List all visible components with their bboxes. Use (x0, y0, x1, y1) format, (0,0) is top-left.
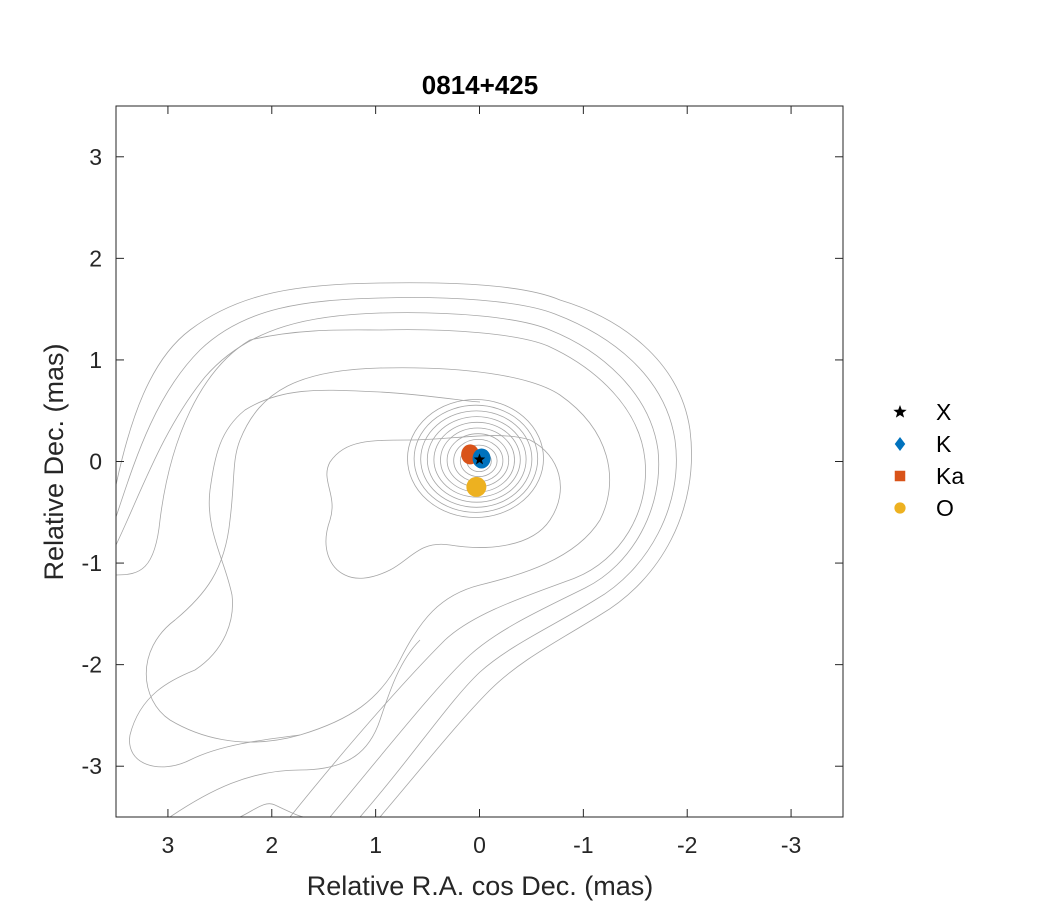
core-contours (407, 399, 544, 518)
y-axis-ticks: -3 -2 -1 0 1 2 3 (82, 144, 843, 779)
y-tick-label: -3 (82, 753, 102, 779)
contour-line (116, 329, 646, 817)
y-axis-label: Relative Dec. (mas) (39, 343, 69, 580)
legend: XK Ka O (893, 399, 964, 521)
x-tick-label: 1 (369, 832, 382, 858)
x-axis-ticks: 3 2 1 0 -1 -2 -3 (162, 106, 801, 858)
legend-label-k: K (936, 431, 952, 457)
contour-line (325, 435, 561, 579)
x-tick-label: 2 (265, 832, 278, 858)
contour-map (116, 282, 692, 817)
point-x (473, 453, 486, 465)
contour-line (129, 389, 481, 736)
core-contour (407, 399, 544, 518)
legend-label-ka: Ka (936, 463, 964, 489)
data-markers (461, 444, 491, 497)
core-contour (433, 421, 521, 498)
contour-line (239, 803, 306, 817)
contour-line (145, 367, 611, 743)
x-tick-label: -2 (677, 832, 697, 858)
contour-line (116, 297, 677, 817)
core-contour (413, 404, 539, 513)
x-tick-label: -3 (781, 832, 801, 858)
legend-marker-x (893, 405, 907, 418)
legend-label-o: O (936, 495, 954, 521)
y-tick-label: 1 (89, 347, 102, 373)
legend-marker-ka (894, 470, 906, 482)
core-contour (426, 416, 527, 503)
y-tick-label: -1 (82, 550, 102, 576)
contour-line (129, 734, 301, 768)
point-o (466, 476, 487, 497)
legend-marker-k (894, 437, 906, 451)
y-tick-label: 2 (89, 245, 102, 271)
y-tick-label: 0 (89, 449, 102, 475)
x-tick-label: 3 (162, 832, 175, 858)
legend-marker-o (894, 502, 906, 514)
x-axis-label: Relative R.A. cos Dec. (mas) (307, 871, 654, 901)
x-tick-label: -1 (573, 832, 593, 858)
legend-label-x: X (936, 399, 951, 425)
y-tick-label: -2 (82, 652, 102, 678)
x-tick-label: 0 (473, 832, 486, 858)
y-tick-label: 3 (89, 144, 102, 170)
contour-line (116, 282, 692, 817)
core-contour (459, 444, 498, 478)
chart-title: 0814+425 (422, 70, 538, 100)
core-contour (420, 410, 533, 508)
contour-line (116, 312, 660, 817)
contour-line (169, 639, 421, 817)
